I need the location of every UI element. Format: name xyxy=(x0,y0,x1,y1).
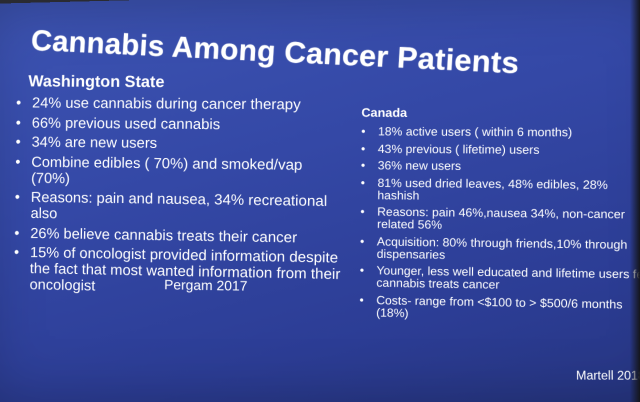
bullet-item: Costs- range from <$100 to > $500/6 mont… xyxy=(359,294,640,324)
washington-citation: Pergam 2017 xyxy=(164,277,248,294)
bullet-item: 34% are new users xyxy=(15,134,343,153)
bullet-item: 43% previous ( lifetime) users xyxy=(361,143,640,157)
washington-bullet-list: 24% use cannabis during cancer therapy 6… xyxy=(13,95,343,299)
room-edge xyxy=(630,0,640,402)
bullet-item: 24% use cannabis during cancer therapy xyxy=(16,95,344,113)
bullet-item: 81% used dried leaves, 48% edibles, 28% … xyxy=(360,177,640,205)
washington-heading: Washington State xyxy=(28,73,344,93)
bullet-item: 26% believe cannabis treats their cancer xyxy=(14,225,342,247)
canada-column: Canada 18% active users ( within 6 month… xyxy=(359,105,640,329)
canada-heading: Canada xyxy=(361,105,640,121)
canada-bullet-list: 18% active users ( within 6 months) 43% … xyxy=(359,126,640,324)
bullet-item: Reasons: pain and nausea, 34% recreation… xyxy=(14,190,342,227)
washington-column: Washington State 24% use cannabis during… xyxy=(13,73,344,303)
bullet-item: Acquisition: 80% through friends,10% thr… xyxy=(360,235,640,264)
bullet-item: Younger, less well educated and lifetime… xyxy=(360,265,640,294)
bullet-item: Reasons: pain 46%,nausea 34%, non-cancer… xyxy=(360,206,640,234)
bullet-item: 36% new users xyxy=(361,160,640,175)
bullet-item: Combine edibles ( 70%) and smoked/vap (7… xyxy=(15,154,343,190)
bullet-item: 18% active users ( within 6 months) xyxy=(361,126,640,140)
bullet-item: 66% previous used cannabis xyxy=(16,115,344,134)
